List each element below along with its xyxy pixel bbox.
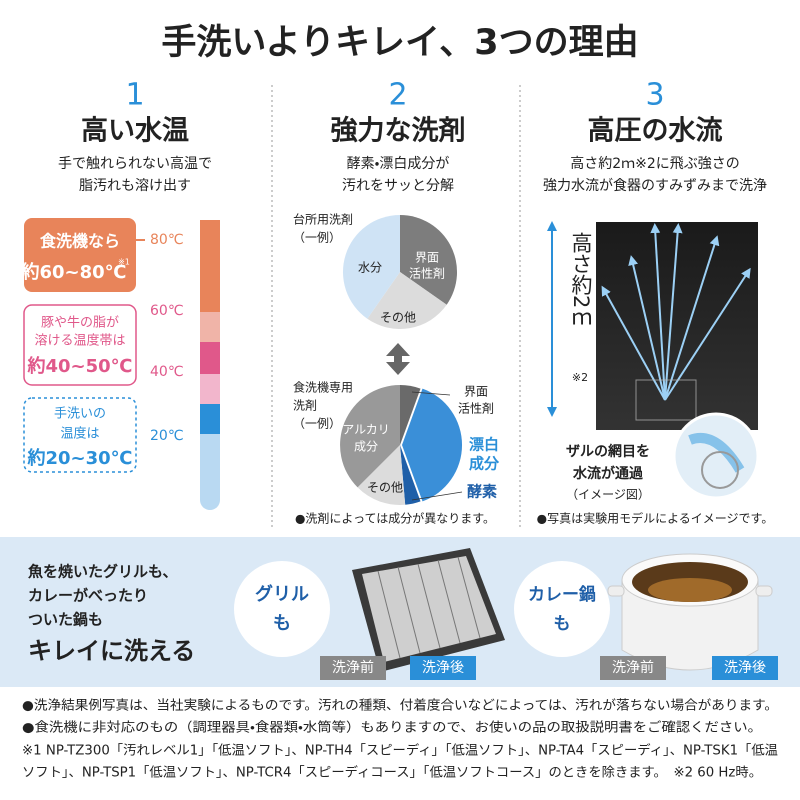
handwash-box [23, 397, 137, 473]
label-circle [514, 561, 610, 657]
reason-description: 汚れをサッと分解 [342, 178, 454, 194]
pie-label: 台所用洗剤 [293, 212, 353, 227]
kitchen-detergent-pie [342, 215, 458, 330]
arrow [386, 343, 410, 375]
after-label [712, 656, 778, 680]
segment-label: 漂白 [469, 436, 499, 454]
leader-line [411, 491, 463, 501]
label-circle [234, 561, 330, 657]
spray-photo [596, 222, 760, 500]
footnote-mark: ※1 [118, 258, 130, 267]
banner-text: カレーがべったり [28, 587, 148, 605]
photo-caption: 水流が通過 [572, 465, 643, 482]
banner-headline: キレイに洗える [28, 637, 195, 665]
segment-label: 酵素 [467, 483, 497, 501]
segment-label: 成分 [469, 455, 500, 473]
note: ●洗剤によっては成分が異なります。 [295, 511, 495, 526]
box-text: 溶ける温度帯は [34, 333, 125, 349]
box-text: 食洗機なら [39, 232, 120, 251]
pot-photo [607, 553, 773, 671]
segment-label: 界面 [464, 385, 488, 399]
label-text: 洗浄後 [724, 660, 766, 676]
reason-heading: 高い水温 [81, 116, 189, 147]
reason-description: 酵素・漂白成分が [347, 156, 450, 172]
title: 手洗いよりキレイ、3つの理由 [161, 23, 638, 63]
segment-label: 成分 [354, 440, 378, 454]
segment-label: 活性剤 [458, 402, 494, 416]
dishwasher-box [24, 218, 136, 292]
temperature-label: 20℃ [150, 428, 184, 444]
reason-description: 高さ約2ｍ※2に飛ぶ強さの [570, 155, 740, 172]
reason-heading: 高圧の水流 [588, 116, 723, 147]
reason-description: 脂汚れも溶け出す [79, 178, 191, 194]
segment-label: アルカリ [342, 423, 390, 437]
leader-line [411, 391, 451, 396]
box-text: 温度は [60, 426, 99, 442]
segment-label: 活性剤 [409, 267, 445, 281]
height-label: 高さ約2ｍ [569, 232, 593, 329]
reason-number: 3 [645, 78, 664, 113]
after-label [410, 656, 476, 680]
circle-text: グリル [255, 583, 309, 605]
footnote: ●洗浄結果例写真は、当社実験によるものです。汚れの種類、付着度合いなどによっては… [22, 698, 778, 714]
photo-caption: ザルの網目を [566, 443, 650, 460]
reason-description: 強力水流が食器のすみずみまで洗浄 [543, 178, 767, 194]
temperature-bar [200, 220, 220, 510]
segment-label: 界面 [415, 251, 439, 265]
label-text: 洗浄後 [422, 660, 464, 676]
circle-text: も [554, 614, 571, 634]
reason-heading: 強力な洗剤 [331, 116, 466, 147]
temperature-label: 80℃ [150, 232, 184, 248]
box-text: 約20~30℃ [27, 447, 133, 469]
reason-description: 手で触れられない高温で [58, 155, 212, 172]
pie-label: （一例） [293, 417, 341, 431]
pie-label: （一例） [293, 231, 341, 245]
reason-number: 2 [388, 78, 407, 113]
photo-caption: （イメージ図） [566, 488, 650, 502]
box-text: 約60~80℃ [21, 261, 127, 283]
circle-text: カレー鍋 [528, 584, 596, 605]
banner-text: 魚を焼いたグリルも、 [28, 563, 178, 581]
note: ●写真は実験用モデルによるイメージです。 [537, 511, 774, 526]
grill-photo [352, 548, 505, 672]
label-text: 洗浄前 [332, 659, 374, 676]
footnote-mark: ※2 [572, 371, 588, 384]
segment-label: その他 [380, 311, 416, 325]
reason-number: 1 [125, 78, 144, 113]
box-text: 豚や牛の脂が [41, 316, 119, 331]
fat-box [23, 304, 137, 386]
banner-text: ついた鍋も [28, 611, 103, 629]
box-text: 手洗いの [54, 407, 106, 422]
footnote: ソフト」、NP-TSP1「低温ソフト」、NP-TCR4「スピーディコース」「低温… [22, 765, 762, 781]
footnote: ※1 NP-TZ300「汚れレベル1」「低温ソフト」、NP-TH4「スピーディ」… [22, 743, 778, 759]
segment-label: 水分 [358, 261, 382, 275]
box-text: 約40~50℃ [27, 355, 133, 377]
pie-label: 食洗機専用 [293, 381, 353, 395]
dishwasher-detergent-pie [340, 385, 463, 506]
label-text: 洗浄前 [612, 659, 654, 676]
footnote: ●食洗機に非対応のもの（調理器具・食器類・水筒等）もありますので、お使いの品の取… [22, 720, 762, 736]
before-label [600, 656, 666, 680]
temperature-label: 60℃ [150, 303, 184, 319]
before-label [320, 656, 386, 680]
segment-label: その他 [367, 481, 403, 495]
temperature-label: 40℃ [150, 364, 184, 380]
pie-label: 洗剤 [293, 399, 317, 413]
circle-text: も [273, 613, 291, 634]
